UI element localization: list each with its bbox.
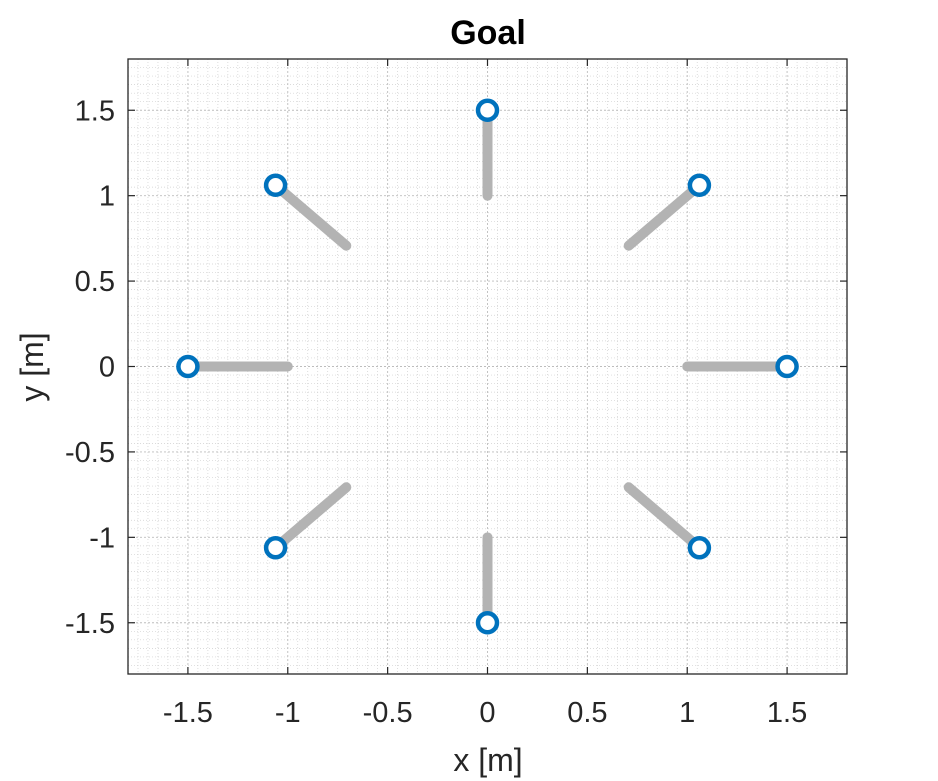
x-axis-label: x [m] — [453, 742, 522, 778]
goal-marker — [775, 354, 799, 379]
x-tick-label: -0.5 — [363, 697, 413, 729]
goal-marker — [263, 536, 288, 560]
x-tick-label: -1.5 — [163, 697, 213, 729]
goal-marker — [263, 173, 288, 197]
x-tick-labels: -1.5 -1 -0.5 0 0.5 1 1.5 — [163, 697, 807, 729]
x-tick-label: 0 — [479, 697, 495, 729]
y-tick-label: 1.5 — [75, 95, 115, 127]
y-tick-label: 0 — [99, 352, 115, 384]
trajectory-line — [270, 482, 352, 553]
y-tick-label: -0.5 — [65, 437, 115, 469]
x-tick-label: 1 — [679, 697, 695, 729]
trajectory-line — [623, 180, 705, 251]
y-tick-label: 1 — [99, 181, 115, 213]
goal-marker — [475, 98, 500, 122]
trajectory-line — [623, 482, 705, 553]
y-tick-label: -1 — [89, 522, 115, 554]
goal-marker — [475, 611, 500, 635]
goal-markers — [176, 98, 799, 635]
axis-ticks — [128, 59, 847, 674]
minor-grid — [127, 58, 848, 675]
x-tick-label: 1.5 — [767, 697, 807, 729]
goal-marker — [176, 354, 200, 379]
plot-area — [127, 58, 848, 675]
trajectory-lines — [182, 105, 793, 628]
trajectory-line — [270, 180, 352, 251]
goal-marker — [687, 173, 712, 197]
y-tick-label: 0.5 — [75, 266, 115, 298]
y-axis-label: y [m] — [14, 332, 50, 401]
y-tick-labels: -1.5 -1 -0.5 0 0.5 1 1.5 — [65, 95, 115, 640]
y-tick-label: -1.5 — [65, 608, 115, 640]
goal-marker — [687, 536, 712, 560]
chart-title: Goal — [450, 14, 526, 52]
x-tick-label: -1 — [275, 697, 301, 729]
x-tick-label: 0.5 — [567, 697, 607, 729]
